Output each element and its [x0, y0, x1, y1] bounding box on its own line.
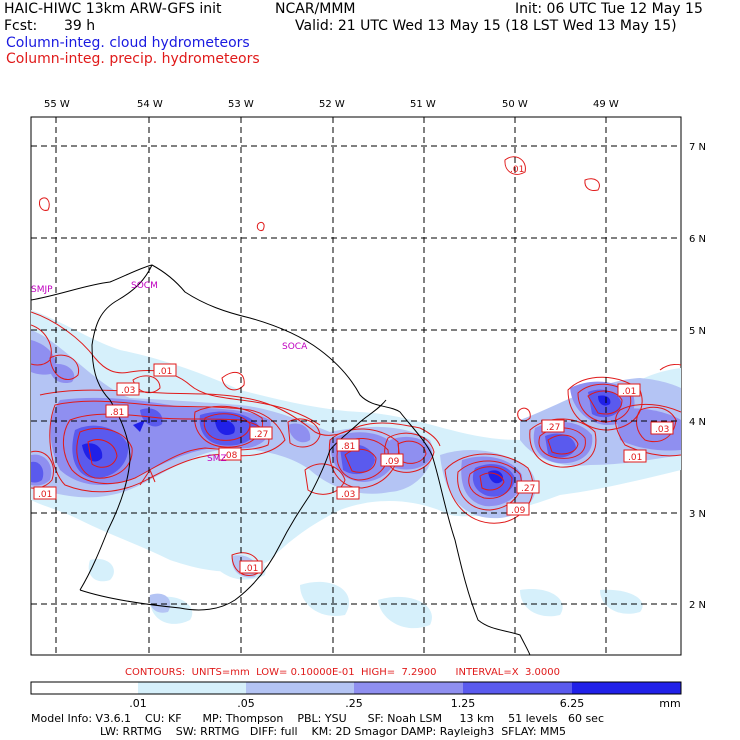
lat-label: 7 N	[689, 142, 706, 153]
cloud-field-title: Column-integ. cloud hydrometeors	[6, 35, 250, 51]
valid-time: Valid: 21 UTC Wed 13 May 15 (18 LST Wed …	[295, 18, 677, 34]
color-scale-bar	[30, 681, 682, 695]
precip-field-title: Column-integ. precip. hydrometeors	[6, 51, 260, 67]
contour-label: .01	[244, 564, 258, 574]
lat-label: 3 N	[689, 509, 706, 520]
scale-label: .05	[237, 697, 255, 710]
contour-label: .81	[110, 408, 124, 418]
model-info-line1: Model Info: V3.6.1 CU: KF MP: Thompson P…	[31, 712, 604, 725]
lat-lon-grid	[31, 117, 681, 655]
contour-info: CONTOURS: UNITS=mm LOW= 0.10000E-01 HIGH…	[125, 667, 560, 678]
scale-segment	[572, 682, 681, 694]
contour-label: .03	[121, 386, 135, 396]
contour-label: .01	[622, 387, 636, 397]
contour-label: .09	[385, 457, 400, 467]
lat-label: 6 N	[689, 234, 706, 245]
scale-label: 1.25	[450, 697, 476, 710]
contour-label: .01	[628, 453, 642, 463]
place-label: SMZ	[207, 454, 227, 464]
lon-label: 50 W	[502, 99, 528, 110]
contour-label-boxes	[33, 363, 674, 574]
scale-segment	[354, 682, 463, 694]
lat-label: 4 N	[689, 417, 706, 428]
scale-segment	[246, 682, 354, 694]
lon-label: 54 W	[137, 99, 163, 110]
cloud-fill-level-5	[82, 395, 611, 484]
coastline-borders	[31, 264, 531, 655]
lon-label: 52 W	[319, 99, 345, 110]
model-info-line2: LW: RRTMG SW: RRTMG DIFF: full KM: 2D Sm…	[100, 725, 566, 738]
scale-segment	[463, 682, 572, 694]
contour-label: .27	[254, 430, 268, 440]
contour-label: .08	[223, 451, 238, 461]
lon-label: 49 W	[593, 99, 619, 110]
scale-segment	[31, 682, 138, 694]
lon-label: 55 W	[44, 99, 70, 110]
lon-label: 51 W	[410, 99, 436, 110]
lat-label: 5 N	[689, 326, 706, 337]
init-time: Init: 06 UTC Tue 12 May 15	[515, 1, 703, 17]
contour-label: .27	[521, 484, 535, 494]
model-title: HAIC-HIWC 13km ARW-GFS init	[4, 1, 222, 17]
forecast-hours: 39 h	[64, 18, 96, 34]
scale-label: .01	[129, 697, 147, 710]
contour-label: .03	[655, 425, 669, 435]
org-label: NCAR/MMM	[275, 1, 356, 17]
scale-label: 6.25	[559, 697, 585, 710]
place-label: SOCA	[282, 342, 308, 352]
contour-label: .81	[341, 442, 355, 452]
lon-label: 53 W	[228, 99, 254, 110]
scale-label: .25	[345, 697, 363, 710]
place-label: SOCM	[131, 281, 158, 291]
scale-frame	[30, 681, 682, 695]
lat-label: 2 N	[689, 600, 706, 611]
contour-label: .03	[341, 490, 355, 500]
contour-label: .01	[38, 490, 52, 500]
contour-labels: .01 .03 .81 .01 .27 .08 .01 .81 .09 .03 …	[38, 165, 669, 574]
forecast-label: Fcst:	[4, 18, 38, 34]
scale-segment	[138, 682, 246, 694]
contour-label: .01	[158, 367, 172, 377]
contour-label: .09	[511, 506, 526, 516]
place-label: SMJP	[31, 285, 53, 295]
scale-units: mm	[659, 697, 681, 710]
contour-label: .01	[510, 165, 524, 175]
contour-label: .27	[546, 423, 560, 433]
